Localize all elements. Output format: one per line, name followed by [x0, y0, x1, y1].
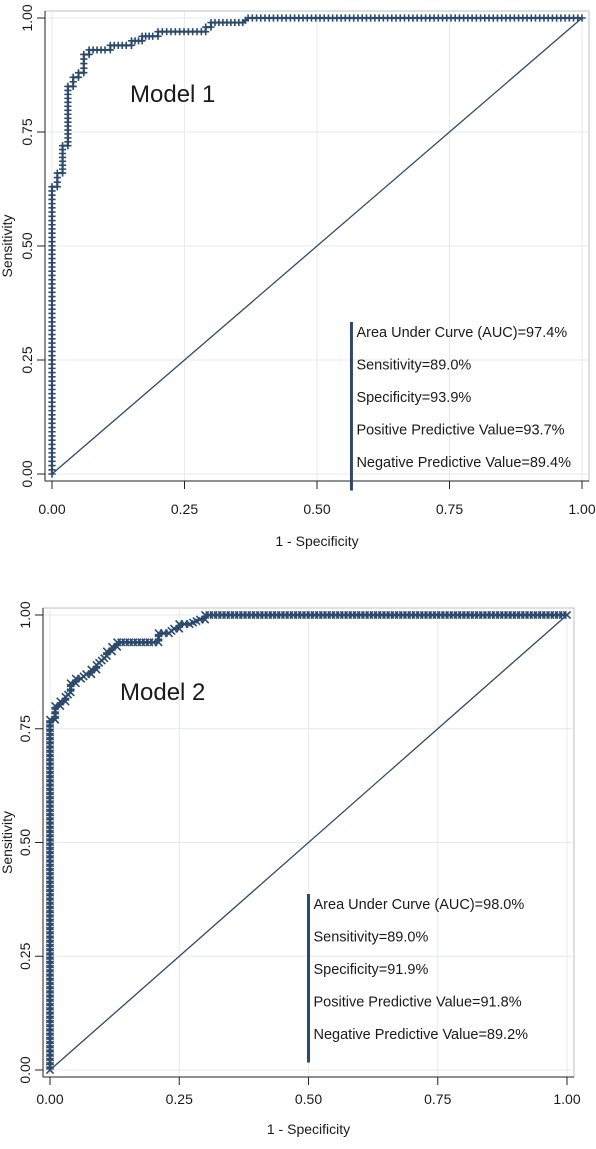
stats-line: Area Under Curve (AUC)=98.0% [314, 897, 525, 913]
stats-line: Area Under Curve (AUC)=97.4% [356, 325, 567, 341]
x-axis-label: 1 - Specificity [267, 1121, 350, 1137]
x-tick-label: 0.50 [295, 1091, 322, 1107]
roc-chart-1-svg: 0.00 0.25 0.50 0.75 1.00 0.00 0.25 0.50 0.75 1.00… [0, 4, 596, 549]
stats-bar [307, 894, 310, 1063]
x-tick-label: 0.75 [436, 501, 463, 517]
x-tick-label: 0.50 [303, 501, 330, 517]
y-tick-label: 0.75 [17, 715, 33, 742]
y-tick-label: 0.25 [17, 942, 33, 969]
y-tick-label: 0.50 [19, 232, 35, 259]
y-tick-label: 0.25 [19, 346, 35, 373]
stats-line: Negative Predictive Value=89.2% [314, 1027, 529, 1043]
y-tick-label: 0.50 [17, 829, 33, 856]
stats-line: Positive Predictive Value=93.7% [356, 423, 564, 439]
roc-chart-2-svg: 0.00 0.25 0.50 0.75 1.00 0.00 0.25 0.50 0.75 1.00… [0, 601, 581, 1137]
x-tick-label: 0.00 [38, 501, 65, 517]
y-tick-label: 1.00 [17, 601, 33, 628]
model-title: Model 2 [120, 679, 205, 706]
stats-line: Specificity=91.9% [314, 962, 429, 978]
y-tick-label: 0.00 [17, 1056, 33, 1083]
x-tick-label: 1.00 [568, 501, 595, 517]
stats-bar [349, 322, 353, 491]
stats-line: Specificity=93.9% [356, 390, 471, 406]
y-tick-label: 0.75 [19, 118, 35, 145]
reference-line [49, 614, 568, 1071]
stats-line: Sensitivity=89.0% [356, 358, 471, 374]
reference-line [51, 17, 583, 475]
x-tick-label: 0.75 [424, 1091, 451, 1107]
x-tick-label: 0.00 [36, 1091, 63, 1107]
y-axis-label: Sensitivity [0, 811, 15, 874]
x-tick-label: 0.25 [166, 1091, 193, 1107]
y-tick-label: 1.00 [19, 4, 35, 31]
roc-chart-model-2: 0.00 0.25 0.50 0.75 1.00 0.00 0.25 0.50 0.75 1.00… [0, 584, 596, 1149]
stats-line: Sensitivity=89.0% [314, 930, 429, 946]
x-axis-label: 1 - Specificity [275, 533, 358, 549]
roc-chart-model-1: 0.00 0.25 0.50 0.75 1.00 0.00 0.25 0.50 0.75 1.00… [0, 0, 596, 570]
roc-point-marker [562, 610, 572, 620]
y-axis-label: Sensitivity [0, 214, 15, 277]
roc-point-marker [578, 14, 586, 22]
model-title: Model 1 [130, 81, 215, 108]
stats-line: Negative Predictive Value=89.4% [356, 455, 571, 471]
stats-line: Positive Predictive Value=91.8% [314, 995, 522, 1011]
y-tick-label: 0.00 [19, 460, 35, 487]
x-tick-label: 0.25 [171, 501, 198, 517]
x-tick-label: 1.00 [553, 1091, 580, 1107]
